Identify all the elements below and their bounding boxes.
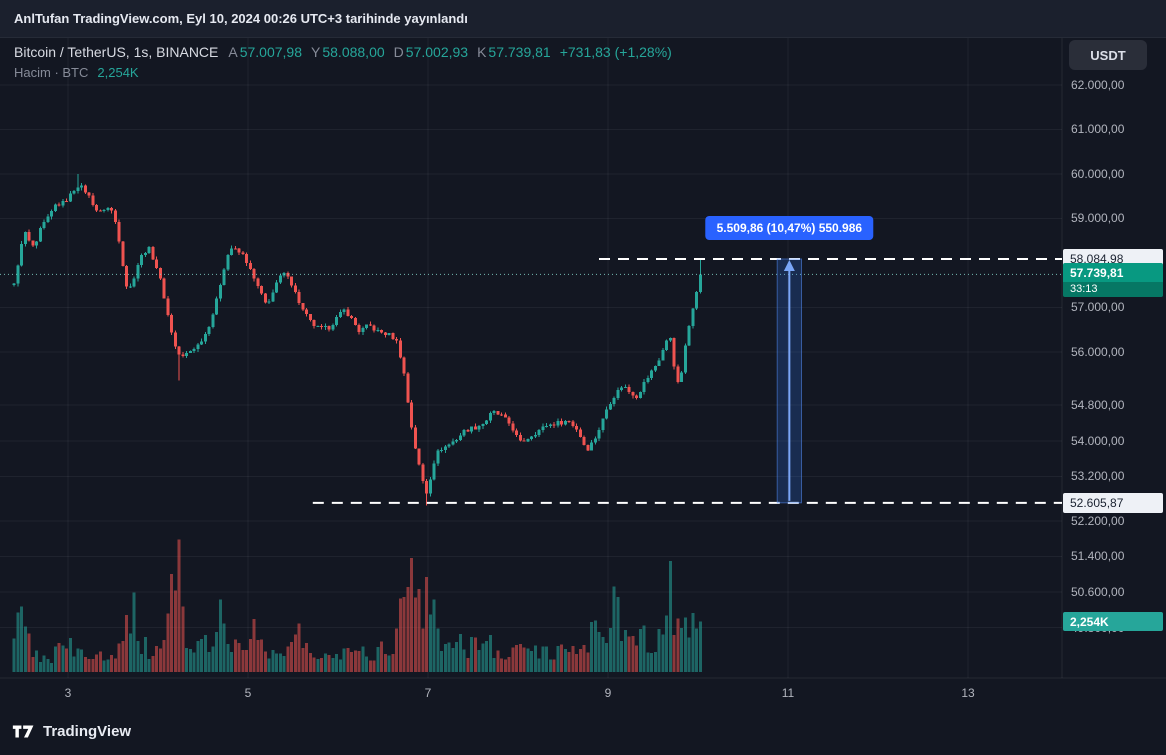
lower-level-price-label: 52.605,87 [1063,492,1163,513]
time-axis-label: 7 [424,686,432,700]
time-axis-label: 3 [64,686,72,700]
publish-bar: AnlTufan TradingView.com, Eyl 10, 2024 0… [0,0,1166,38]
symbol-title[interactable]: Bitcoin / TetherUS, 1s, BINANCE [14,44,219,60]
open-label: A [228,44,238,60]
tradingview-brand[interactable]: TradingView [43,723,132,740]
open-value: 57.007,98 [239,44,303,60]
volume-axis-label: 2,254K [1063,612,1163,631]
last-price-label: 57.739,81 33:13 [1063,263,1163,298]
price-axis-label: 57.000,00 [1071,300,1125,315]
low-value: 57.002,93 [405,44,469,60]
close-label: K [477,44,487,60]
publish-text: AnlTufan TradingView.com, Eyl 10, 2024 0… [14,11,468,26]
bar-countdown: 33:13 [1063,282,1163,298]
grid-lines [0,38,1166,679]
volume-bars [12,539,702,672]
price-axis-label: 53.200,00 [1071,469,1125,484]
time-axis[interactable]: 3 5 7 9 11 13 [0,678,1062,712]
high-value: 58.088,00 [322,44,385,60]
last-price-value: 57.739,81 [1070,266,1124,281]
chart-legend: Bitcoin / TetherUS, 1s, BINANCE A 57.007… [14,44,672,85]
time-axis-label: 13 [961,686,975,700]
volume-value: 2,254K [97,65,139,80]
change-value: +731,83 (+1,28%) [559,44,672,60]
price-axis-label: 54.800,00 [1071,398,1125,413]
volume-label[interactable]: Hacim · BTC [14,65,89,80]
high-label: Y [311,44,321,60]
price-axis-label: 51.400,00 [1071,549,1125,564]
close-value: 57.739,81 [488,44,551,60]
tradingview-logo-icon[interactable] [12,722,36,741]
low-label: D [393,44,404,60]
measure-arrow-up-icon [783,260,795,272]
candles [12,173,702,506]
footer-brand-bar: TradingView [12,722,131,741]
price-axis-label: 54.000,00 [1071,433,1125,448]
price-axis-label: 60.000,00 [1071,166,1125,181]
legend-volume-row: Hacim · BTC 2,254K [14,65,672,80]
price-axis-label: 52.200,00 [1071,513,1125,528]
price-axis-label: 61.000,00 [1071,122,1125,137]
time-axis-label: 9 [604,686,612,700]
price-range-label[interactable]: 5.509,86 (10,47%) 550.986 [705,216,874,240]
price-axis[interactable]: 62.000,00 61.000,00 60.000,00 59.000,00 57.0… [1062,38,1166,678]
time-axis-label: 5 [244,686,252,700]
currency-toggle-button[interactable]: USDT [1069,40,1147,70]
price-axis-label: 59.000,00 [1071,211,1125,226]
price-axis-label: 56.000,00 [1071,344,1125,359]
price-axis-label: 62.000,00 [1071,77,1125,92]
time-axis-label: 11 [781,686,795,700]
price-axis-label: 50.600,00 [1071,585,1125,600]
legend-symbol-row: Bitcoin / TetherUS, 1s, BINANCE A 57.007… [14,44,672,60]
